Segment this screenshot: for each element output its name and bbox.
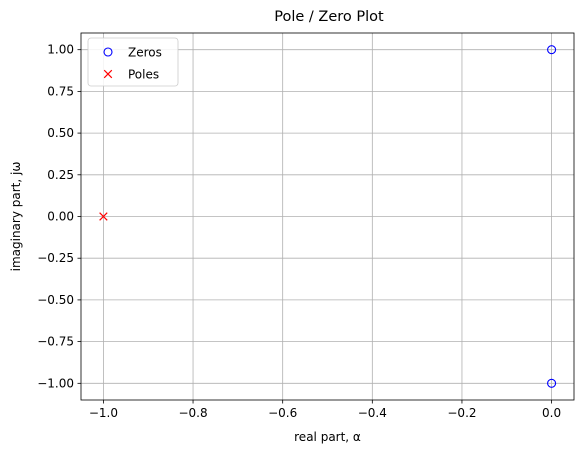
legend: Zeros Poles bbox=[87, 37, 179, 87]
legend-poles-label: Poles bbox=[128, 68, 159, 82]
y-tick-label: 0.25 bbox=[47, 168, 74, 182]
chart-title: Pole / Zero Plot bbox=[274, 9, 384, 25]
poles-marker bbox=[99, 212, 108, 221]
legend-poles-marker bbox=[103, 69, 113, 79]
data-markers bbox=[99, 45, 557, 388]
x-tick-label: 0.0 bbox=[542, 406, 561, 420]
x-tick-label: −0.6 bbox=[268, 406, 297, 420]
x-axis-label: real part, α bbox=[294, 430, 361, 444]
y-axis-label: imaginary part, jω bbox=[9, 162, 23, 272]
plot-frame bbox=[80, 32, 575, 401]
legend-zeros-marker bbox=[103, 47, 113, 57]
axis-ticks: −1.0 −0.8 −0.6 −0.4 −0.2 0.0 1.00 0.75 0.50 0.25 0… bbox=[37, 43, 561, 420]
x-tick-label: −0.4 bbox=[358, 406, 387, 420]
y-tick-label: 0.50 bbox=[47, 126, 74, 140]
y-tick-label: 1.00 bbox=[47, 43, 74, 57]
legend-box bbox=[87, 37, 179, 87]
y-tick-label: 0.00 bbox=[47, 210, 74, 224]
x-tick-label: −0.2 bbox=[447, 406, 476, 420]
zeros-marker bbox=[547, 378, 557, 388]
legend-zeros-label: Zeros bbox=[128, 46, 162, 60]
grid bbox=[81, 33, 574, 400]
zeros-marker bbox=[547, 45, 557, 55]
x-tick-label: −1.0 bbox=[89, 406, 118, 420]
y-tick-label: −0.50 bbox=[37, 293, 74, 307]
y-tick-label: −0.25 bbox=[37, 251, 74, 265]
y-tick-label: −0.75 bbox=[37, 335, 74, 349]
y-tick-label: −1.00 bbox=[37, 376, 74, 390]
x-tick-label: −0.8 bbox=[178, 406, 207, 420]
y-tick-label: 0.75 bbox=[47, 84, 74, 98]
